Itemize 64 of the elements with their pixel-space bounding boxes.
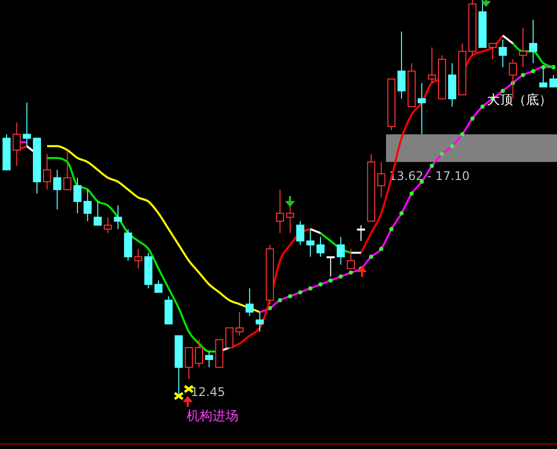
point (531, 68, 536, 74)
candlestick (377, 161, 386, 198)
point (278, 298, 282, 302)
candlestick (164, 296, 173, 324)
candlestick (316, 236, 325, 258)
candlestick (124, 228, 132, 262)
candlestick (306, 228, 314, 258)
candlestick (518, 27, 528, 68)
point (460, 132, 464, 136)
candlestick (22, 102, 31, 147)
point (369, 254, 374, 259)
candlestick (205, 351, 214, 368)
point (440, 152, 444, 156)
point (450, 144, 454, 148)
candlestick (539, 66, 548, 88)
point (338, 274, 343, 279)
candlestick (498, 39, 507, 68)
point (298, 290, 302, 294)
candlestick (246, 288, 254, 316)
candlestick (43, 154, 52, 190)
point (410, 191, 414, 196)
candlestick (235, 312, 244, 336)
point (288, 294, 292, 298)
candlestick (336, 236, 345, 266)
candlestick (84, 189, 92, 222)
candlestick (114, 204, 122, 230)
point (430, 164, 434, 168)
candlestick (184, 347, 193, 380)
candlestick (346, 248, 355, 270)
candlestick (488, 42, 497, 60)
point (480, 104, 485, 109)
point (348, 270, 353, 275)
candlestick (104, 216, 112, 234)
point (318, 282, 323, 287)
candlestick (63, 150, 72, 190)
candlestick (428, 46, 436, 84)
candlestick (94, 200, 102, 226)
candlestick (356, 224, 366, 242)
candlestick (296, 220, 304, 246)
candlestick (225, 327, 234, 348)
annotation: 12.45 (190, 385, 226, 399)
candlestick (326, 256, 335, 277)
point (399, 211, 404, 216)
candlestick (418, 82, 426, 135)
point (389, 226, 394, 232)
candlestick (194, 339, 204, 368)
point (328, 278, 333, 283)
candlestick (73, 177, 82, 214)
point (500, 88, 505, 93)
point (308, 286, 312, 290)
candlestick (397, 31, 406, 100)
point (379, 246, 384, 251)
candlestick (529, 19, 538, 64)
candlestick (549, 74, 557, 88)
candlestick (134, 248, 142, 270)
point (520, 72, 526, 78)
candlestick (276, 189, 284, 234)
candlestick (154, 280, 163, 293)
candlestick (256, 312, 264, 332)
point (470, 116, 475, 121)
text: 机构进场 (186, 409, 239, 424)
candlestick (448, 62, 456, 108)
candlestick (12, 122, 21, 166)
candlestick (53, 169, 62, 210)
